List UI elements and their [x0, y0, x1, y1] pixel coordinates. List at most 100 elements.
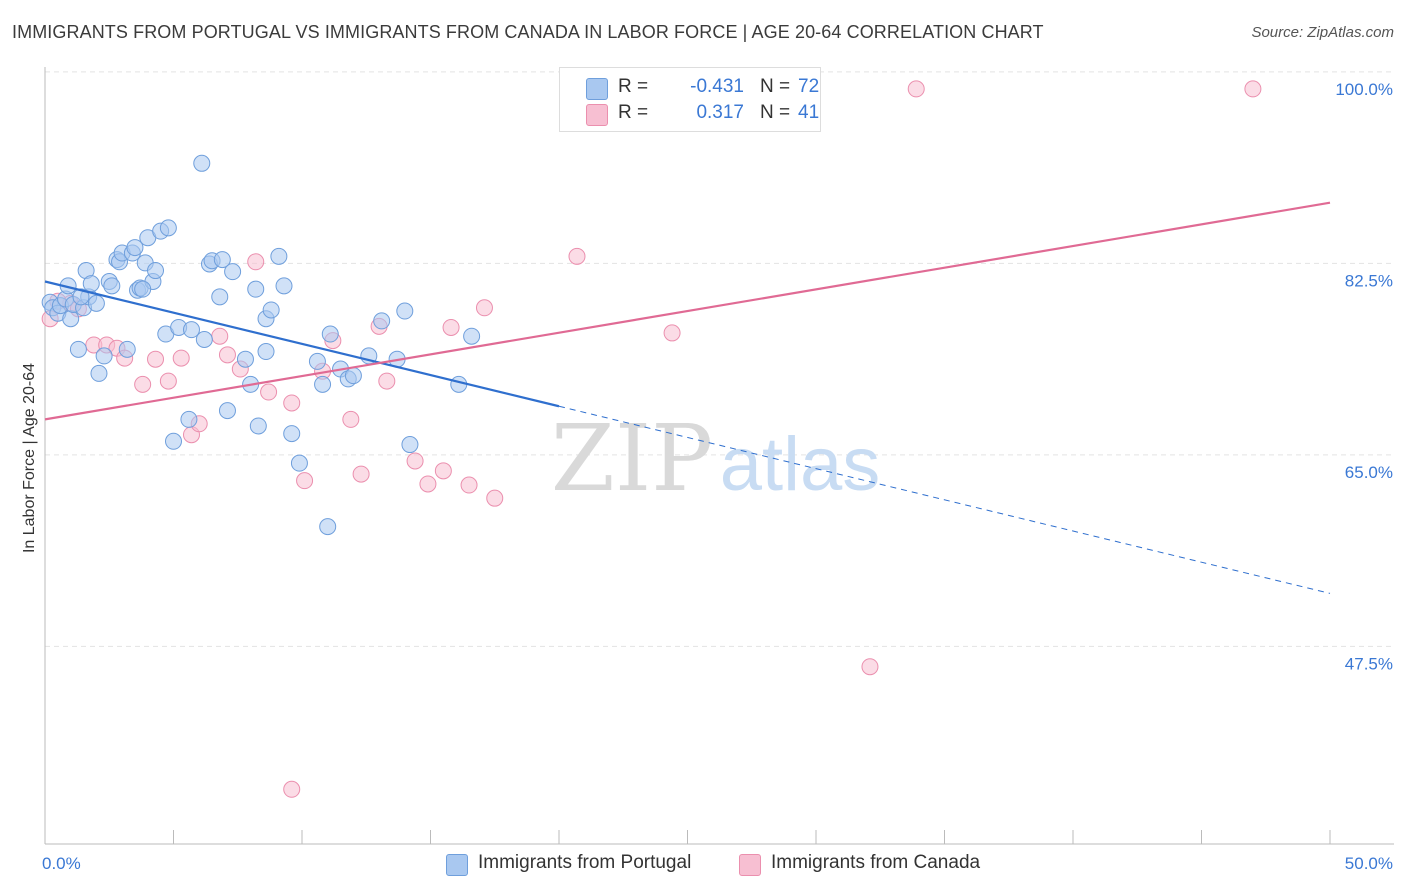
data-point-canada: [211, 327, 229, 345]
data-point-canada: [172, 349, 190, 367]
data-point-canada: [218, 346, 236, 364]
data-point-portugal: [90, 364, 108, 382]
data-point-canada: [419, 475, 437, 493]
bottom-legend-label-portugal: Immigrants from Portugal: [478, 852, 692, 873]
y-tick-label: 47.5%: [1345, 654, 1393, 673]
watermark: ZIP atlas: [551, 405, 880, 512]
x-tick-label: 0.0%: [42, 854, 81, 873]
data-point-canada: [1244, 80, 1262, 98]
data-point-canada: [907, 80, 925, 98]
data-point-canada: [352, 465, 370, 483]
data-point-portugal: [247, 280, 265, 298]
data-point-portugal: [257, 343, 275, 361]
data-point-canada: [475, 299, 493, 317]
legend-n-value: 72: [798, 76, 820, 97]
data-point-canada: [442, 318, 460, 336]
data-point-portugal: [213, 251, 231, 269]
y-tick-label: 100.0%: [1335, 80, 1393, 99]
data-point-canada: [861, 658, 879, 676]
legend-r-label: R =: [618, 76, 649, 97]
data-point-canada: [134, 375, 152, 393]
data-point-canada: [568, 247, 586, 265]
data-point-portugal: [249, 417, 267, 435]
data-point-portugal: [72, 288, 90, 306]
watermark-zip: ZIP: [551, 405, 713, 512]
data-point-canada: [283, 780, 301, 798]
data-point-portugal: [193, 154, 211, 172]
data-point-portugal: [275, 277, 293, 295]
y-axis-label: In Labor Force | Age 20-64: [21, 362, 38, 554]
data-point-canada: [283, 394, 301, 412]
data-point-canada: [260, 383, 278, 401]
data-point-portugal: [401, 436, 419, 454]
data-point-portugal: [283, 425, 301, 443]
data-point-canada: [296, 472, 314, 490]
data-point-canada: [406, 452, 424, 470]
x-tick-label: 50.0%: [1345, 854, 1393, 873]
data-point-portugal: [344, 367, 362, 385]
legend-swatch-portugal: [586, 78, 608, 100]
data-point-portugal: [270, 247, 288, 265]
legend-r-label: R =: [618, 102, 649, 123]
legend-n-label: N =: [760, 76, 791, 97]
data-point-portugal: [319, 518, 337, 536]
data-point-portugal: [463, 327, 481, 345]
data-point-portugal: [95, 347, 113, 365]
correlation-legend: R = -0.431 N = 72 R = 0.317 N = 41: [559, 67, 821, 132]
trend-line-portugal: [44, 280, 560, 408]
legend-r-value: -0.431: [690, 76, 744, 97]
trend-line-canada: [44, 201, 1331, 421]
data-point-portugal: [321, 325, 339, 343]
tick-labels: 47.5% 65.0% 82.5% 100.0% 0.0% 50.0%: [42, 80, 1393, 873]
y-tick-label: 65.0%: [1345, 463, 1393, 482]
data-point-portugal: [134, 280, 152, 298]
data-point-portugal: [82, 275, 100, 293]
data-point-canada: [486, 489, 504, 507]
data-point-portugal: [103, 277, 121, 295]
data-point-portugal: [211, 288, 229, 306]
data-point-portugal: [165, 432, 182, 450]
trend-lines: [44, 201, 1331, 594]
data-point-portugal: [218, 402, 236, 420]
bottom-legend-swatch-portugal: [446, 854, 468, 876]
data-point-canada: [147, 350, 165, 368]
y-tick-label: 82.5%: [1345, 271, 1393, 290]
data-point-portugal: [87, 294, 105, 312]
legend-n-value: 41: [798, 102, 820, 123]
data-point-portugal: [180, 410, 198, 428]
data-point-canada: [663, 324, 681, 342]
data-point-portugal: [182, 321, 200, 339]
data-point-portugal: [195, 330, 213, 348]
data-point-portugal: [262, 301, 280, 319]
data-point-canada: [159, 372, 177, 390]
trend-line-portugal-extrapolated: [558, 405, 1331, 594]
data-point-canada: [247, 253, 265, 271]
bottom-legend-swatch-canada: [739, 854, 761, 876]
data-point-portugal: [290, 454, 308, 472]
data-point-portugal: [396, 302, 414, 320]
data-point-portugal: [126, 239, 144, 257]
data-point-canada: [434, 462, 452, 480]
legend-swatch-canada: [586, 104, 608, 126]
source-label: Source: ZipAtlas.com: [1251, 24, 1394, 41]
data-point-portugal: [373, 312, 391, 330]
data-point-portugal: [147, 262, 165, 280]
chart-title: IMMIGRANTS FROM PORTUGAL VS IMMIGRANTS F…: [12, 22, 1044, 42]
data-point-portugal: [69, 340, 87, 358]
data-point-portugal: [159, 219, 177, 237]
series-portugal-points: [41, 154, 481, 536]
data-point-portugal: [62, 310, 80, 328]
data-point-portugal: [224, 263, 242, 281]
bottom-legend-label-canada: Immigrants from Canada: [771, 852, 981, 873]
data-point-portugal: [236, 350, 254, 368]
legend-n-label: N =: [760, 102, 791, 123]
data-point-canada: [342, 410, 360, 428]
legend-r-value: 0.317: [696, 102, 744, 123]
axes: [44, 67, 1394, 845]
data-point-canada: [460, 476, 478, 494]
data-point-portugal: [308, 352, 326, 370]
data-point-canada: [378, 372, 396, 390]
data-point-portugal: [314, 375, 332, 393]
data-point-portugal: [118, 340, 136, 358]
